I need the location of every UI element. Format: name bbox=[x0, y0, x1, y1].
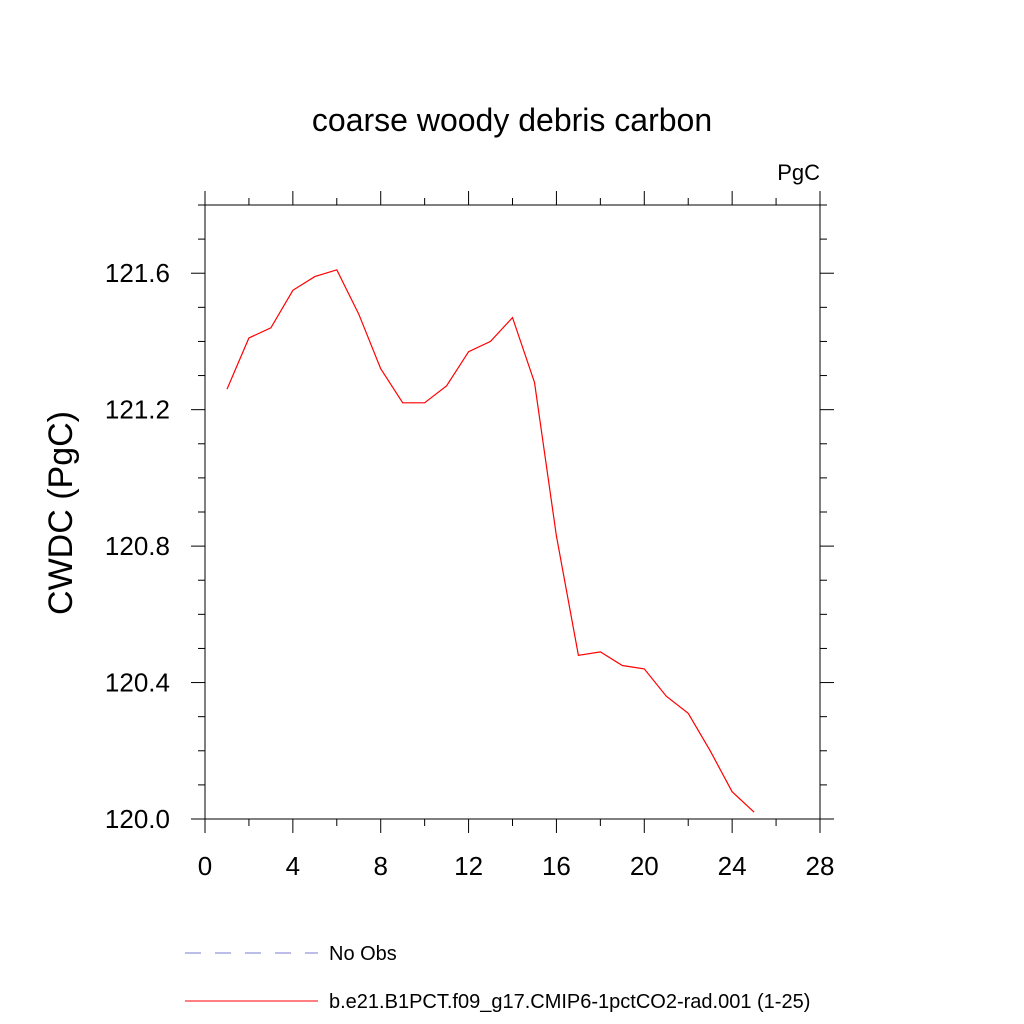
y-tick-label: 121.2 bbox=[105, 395, 170, 425]
y-axis-label: CWDC (PgC) bbox=[42, 411, 80, 615]
x-tick-label: 24 bbox=[718, 851, 747, 881]
x-tick-label: 16 bbox=[542, 851, 571, 881]
x-tick-label: 20 bbox=[630, 851, 659, 881]
axes: 0 4 8 12 16 20 24 28 120.0 120.4 120.8 121.2 121.6 bbox=[105, 191, 835, 881]
x-tick-label: 12 bbox=[454, 851, 483, 881]
legend-label: b.e21.B1PCT.f09_g17.CMIP6-1pctCO2-rad.00… bbox=[329, 991, 810, 1013]
x-tick-label: 28 bbox=[806, 851, 835, 881]
x-tick-label: 4 bbox=[286, 851, 300, 881]
y-tick-label: 120.8 bbox=[105, 531, 170, 561]
series-layer bbox=[226, 269, 755, 813]
legend: No Obs b.e21.B1PCT.f09_g17.CMIP6-1pctCO2-… bbox=[185, 943, 810, 1013]
series-line bbox=[226, 269, 755, 813]
plot-frame bbox=[204, 204, 821, 820]
units-label: PgC bbox=[777, 160, 820, 185]
x-tick-label: 8 bbox=[373, 851, 387, 881]
y-tick-label: 120.0 bbox=[105, 804, 170, 834]
y-tick-label: 121.6 bbox=[105, 258, 170, 288]
chart-title: coarse woody debris carbon bbox=[312, 102, 712, 138]
x-tick-label: 0 bbox=[198, 851, 212, 881]
legend-label: No Obs bbox=[329, 943, 397, 965]
y-tick-label: 120.4 bbox=[105, 668, 170, 698]
